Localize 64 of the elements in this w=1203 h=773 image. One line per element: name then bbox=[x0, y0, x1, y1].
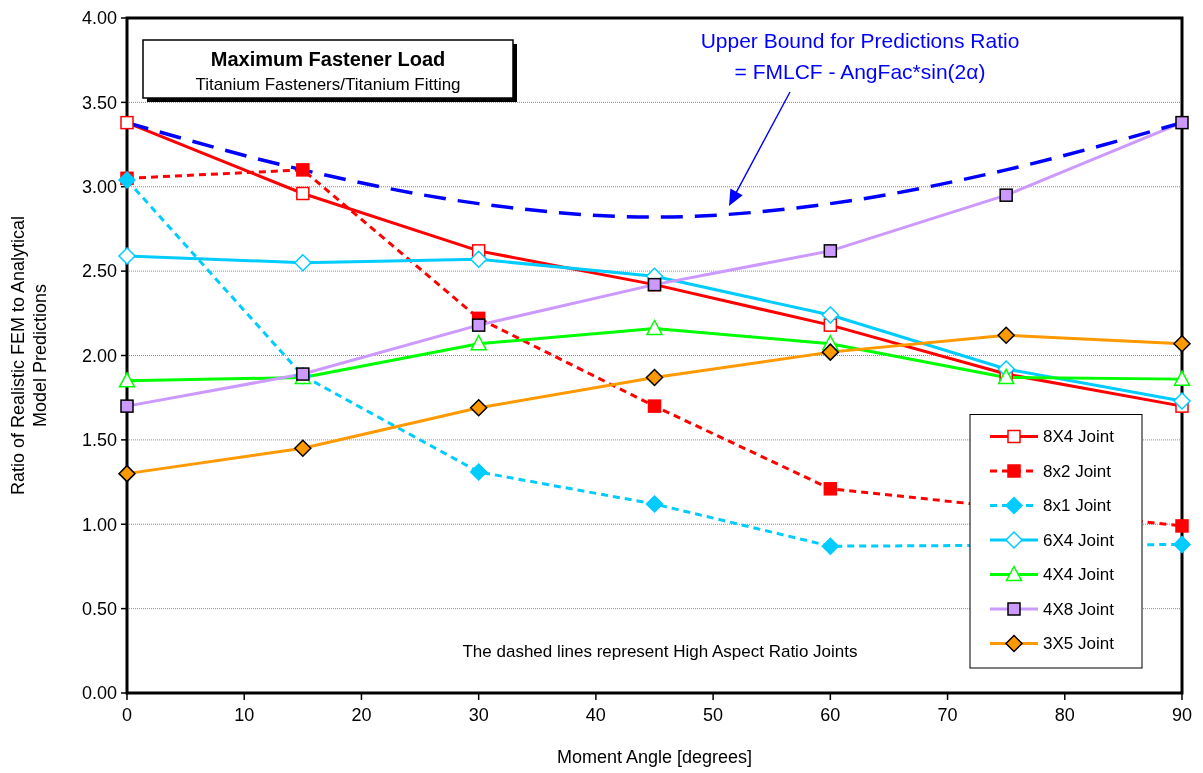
point bbox=[296, 163, 310, 177]
legend-label: 8X4 Joint bbox=[1043, 427, 1115, 447]
y-tick-label: 2.00 bbox=[81, 345, 117, 366]
y-tick-label: 0.00 bbox=[81, 683, 117, 704]
x-tick-label: 60 bbox=[820, 705, 841, 725]
x-tick-label: 80 bbox=[1054, 705, 1075, 725]
y-tick-label: 3.00 bbox=[81, 177, 117, 198]
point bbox=[646, 319, 663, 336]
point bbox=[296, 186, 310, 201]
point bbox=[1175, 115, 1189, 130]
y-axis-title: Ratio of Realistic FEM to Analytical Model Predictions bbox=[8, 215, 50, 496]
legend-label: 3X5 Joint bbox=[1043, 634, 1115, 654]
point bbox=[118, 247, 136, 265]
text: Maximum Fastener Load bbox=[210, 48, 446, 70]
point bbox=[1173, 334, 1191, 353]
point bbox=[647, 399, 662, 413]
x-tick-label: 10 bbox=[234, 705, 255, 725]
x-tick-label: 30 bbox=[468, 705, 489, 725]
annotation: Upper Bound for Predictions Ratio = FMLCF - AngFac*sin(2α) bbox=[700, 29, 1020, 83]
point bbox=[294, 253, 312, 272]
y-tick-label: 0.50 bbox=[81, 598, 117, 619]
text: Titanium Fasteners/Titanium Fitting bbox=[195, 75, 461, 94]
point bbox=[821, 537, 840, 555]
point bbox=[118, 372, 136, 388]
point bbox=[823, 244, 838, 258]
point bbox=[821, 306, 840, 324]
point bbox=[294, 439, 312, 458]
y-tick-label: 2.50 bbox=[81, 261, 117, 282]
point bbox=[997, 368, 1015, 385]
x-tick-label: 20 bbox=[351, 705, 372, 725]
y-tick-label: 1.50 bbox=[81, 430, 117, 451]
legend-label: 8x1 Joint bbox=[1043, 496, 1112, 516]
y-tick-label: 3.50 bbox=[81, 92, 117, 113]
annotation: The dashed lines represent High Aspect Ratio Joints bbox=[462, 642, 858, 661]
point bbox=[645, 495, 664, 513]
x-tick-label: 90 bbox=[1171, 705, 1193, 725]
y-tick-label: 1.00 bbox=[81, 514, 117, 535]
x-tick-label: 40 bbox=[585, 705, 606, 725]
point bbox=[1173, 370, 1191, 386]
x-axis-title: Moment Angle [degrees] bbox=[556, 747, 753, 767]
point bbox=[120, 115, 134, 130]
legend-label: 8x2 Joint bbox=[1043, 461, 1112, 481]
point bbox=[118, 464, 136, 483]
point bbox=[471, 318, 486, 332]
point bbox=[470, 334, 487, 351]
point bbox=[469, 250, 488, 269]
point bbox=[469, 463, 488, 481]
legend-label: 4X4 Joint bbox=[1043, 565, 1115, 585]
point bbox=[120, 399, 134, 413]
legend-label: 6X4 Joint bbox=[1043, 530, 1115, 550]
point bbox=[1173, 535, 1191, 554]
point bbox=[1175, 519, 1189, 533]
point bbox=[823, 482, 838, 496]
point bbox=[999, 188, 1013, 202]
point bbox=[821, 343, 840, 361]
x-tick-label: 0 bbox=[121, 705, 133, 725]
point bbox=[1173, 392, 1191, 410]
point bbox=[997, 326, 1015, 344]
x-tick-label: 50 bbox=[703, 705, 724, 725]
y-tick-label: 4.00 bbox=[81, 8, 117, 29]
point bbox=[645, 368, 664, 387]
x-tick-label: 70 bbox=[937, 705, 958, 725]
point bbox=[469, 399, 488, 417]
legend-label: 4X8 Joint bbox=[1043, 599, 1115, 619]
